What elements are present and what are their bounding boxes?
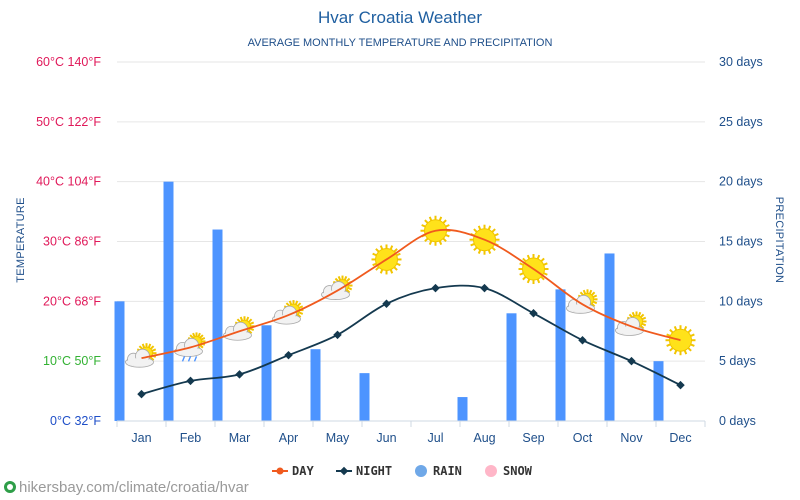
night-line (141, 284, 681, 395)
day-line (141, 228, 681, 360)
rain-bar (457, 397, 468, 421)
x-tick-label: Jan (131, 431, 151, 445)
right-tick-label: 15 days (719, 235, 763, 249)
rain-bar (310, 349, 321, 421)
temperature-lines (137, 228, 685, 399)
rain-bar (359, 373, 370, 421)
x-axis: Jan Feb Mar Apr May Jun Jul Aug Sep Oct Nov Dec (116, 420, 706, 445)
rain-bar (555, 289, 566, 421)
night-point (529, 309, 538, 318)
night-point (578, 335, 587, 345)
rain-bar (261, 325, 272, 421)
footer-link[interactable]: hikersbay.com/climate/croatia/hvar (4, 479, 249, 496)
left-tick-label: 30°C 86°F (43, 235, 101, 249)
left-tick-label: 10°C 50°F (43, 354, 101, 368)
legend-circle (415, 465, 427, 477)
legend-item-night[interactable]: NIGHT (336, 464, 392, 478)
night-point (627, 356, 636, 366)
rain-bar (212, 229, 223, 421)
right-tick-label: 10 days (719, 294, 763, 308)
chart-title: Hvar Croatia Weather (318, 8, 482, 27)
partly-sunny-weather-icon (615, 311, 647, 336)
footer-url: hikersbay.com/climate/croatia/hvar (19, 479, 249, 496)
cloud-fill (616, 326, 643, 335)
right-tick-label: 20 days (719, 175, 763, 189)
rain-bars (114, 181, 664, 421)
right-tick-label: 5 days (719, 354, 756, 368)
chart-subtitle: AVERAGE MONTHLY TEMPERATURE AND PRECIPIT… (248, 37, 553, 49)
x-tick-label: Sep (522, 431, 544, 445)
rain-drop (181, 356, 186, 362)
x-tick-label: Apr (279, 431, 298, 445)
x-tick-label: Oct (573, 431, 593, 445)
night-point (480, 283, 489, 293)
gridlines (117, 61, 705, 422)
x-tick-label: Mar (229, 431, 251, 445)
night-point (284, 350, 293, 360)
left-axis: 60°C 140°F 50°C 122°F 40°C 104°F 30°C 86°F 2… (36, 55, 101, 428)
partly-sunny-weather-icon (272, 300, 304, 325)
cloud-fill (273, 315, 300, 324)
x-tick-label: Dec (669, 431, 691, 445)
night-point (382, 299, 391, 308)
legend-label: SNOW (503, 464, 533, 478)
night-point (137, 389, 146, 399)
night-point (333, 330, 342, 340)
x-tick-label: Aug (473, 431, 495, 445)
legend-label: DAY (292, 464, 314, 478)
cloud-fill (322, 290, 349, 299)
night-point (431, 283, 440, 293)
right-tick-label: 30 days (719, 55, 763, 69)
x-tick-label: May (326, 431, 350, 445)
x-tick-label: Feb (180, 431, 202, 445)
right-axis-title: PRECIPITATION (773, 197, 785, 284)
x-tick-label: Nov (620, 431, 643, 445)
rain-drop (193, 356, 198, 362)
night-point (235, 370, 244, 379)
left-tick-label: 0°C 32°F (50, 414, 101, 428)
night-point (676, 380, 685, 390)
rain-bar (163, 181, 174, 421)
legend-circle (485, 465, 497, 477)
right-axis: 30 days 25 days 20 days 15 days 10 days 5 day… (719, 55, 763, 428)
weather-icons (125, 215, 696, 368)
right-tick-label: 0 days (719, 414, 756, 428)
left-tick-label: 50°C 122°F (36, 115, 101, 129)
legend-item-rain[interactable]: RAIN (415, 464, 462, 478)
hikersbay-logo-icon (4, 481, 16, 493)
legend-diamond (339, 466, 349, 476)
legend[interactable]: DAY NIGHT RAIN SNOW (272, 464, 533, 478)
night-point (186, 376, 195, 386)
legend-item-day[interactable]: DAY (272, 464, 314, 478)
left-tick-label: 40°C 104°F (36, 175, 101, 189)
legend-dot (276, 467, 284, 475)
left-tick-label: 60°C 140°F (36, 55, 101, 69)
x-tick-label: Jun (376, 431, 396, 445)
rain-bar (653, 361, 664, 421)
cloud-fill (126, 358, 153, 367)
rain-drop (187, 356, 192, 362)
rain-bar (114, 301, 125, 421)
left-axis-title: TEMPERATURE (15, 197, 27, 283)
rain-bar (604, 253, 615, 421)
sunny-weather-icon (469, 224, 500, 255)
x-tick-label: Jul (428, 431, 444, 445)
legend-label: RAIN (433, 464, 462, 478)
legend-label: NIGHT (356, 464, 392, 478)
rain-bar (506, 313, 517, 421)
legend-item-snow[interactable]: SNOW (485, 464, 533, 478)
left-tick-label: 20°C 68°F (43, 294, 101, 308)
right-tick-label: 25 days (719, 115, 763, 129)
